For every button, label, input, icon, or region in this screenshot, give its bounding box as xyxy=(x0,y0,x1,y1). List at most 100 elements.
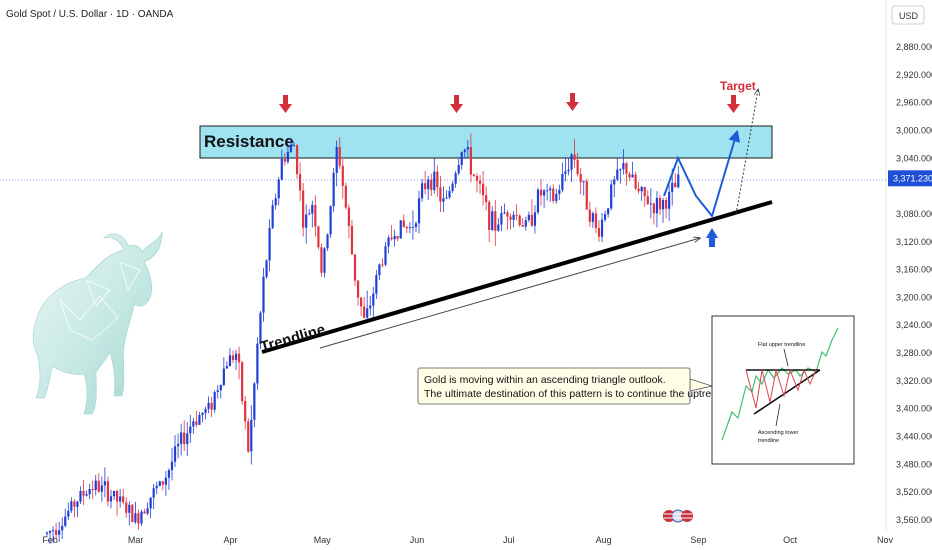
candle-down[interactable] xyxy=(472,174,476,176)
candle-up[interactable] xyxy=(555,193,558,201)
candle-up[interactable] xyxy=(640,187,643,192)
candle-up[interactable] xyxy=(192,421,195,427)
candle-down[interactable] xyxy=(585,181,588,210)
candle-up[interactable] xyxy=(70,501,73,511)
candle-up[interactable] xyxy=(277,179,280,199)
candle-down[interactable] xyxy=(298,174,302,191)
candle-up[interactable] xyxy=(280,159,283,180)
candle-down[interactable] xyxy=(347,207,350,227)
candle-up[interactable] xyxy=(558,190,561,194)
candle-down[interactable] xyxy=(515,214,518,216)
candle-up[interactable] xyxy=(119,496,122,502)
candle-up[interactable] xyxy=(332,172,335,207)
candle-down[interactable] xyxy=(588,209,591,222)
candle-up[interactable] xyxy=(176,444,180,447)
candle-up[interactable] xyxy=(591,213,594,222)
candle-up[interactable] xyxy=(305,214,308,228)
candle-down[interactable] xyxy=(478,180,482,184)
candle-down[interactable] xyxy=(353,254,357,281)
candle-up[interactable] xyxy=(140,511,143,524)
candle-down[interactable] xyxy=(320,247,323,273)
candle-up[interactable] xyxy=(323,248,326,273)
candle-up[interactable] xyxy=(567,169,570,172)
candle-up[interactable] xyxy=(454,173,457,184)
candle-up[interactable] xyxy=(216,390,219,392)
candle-down[interactable] xyxy=(125,502,128,513)
projection-path[interactable] xyxy=(663,129,741,219)
candle-up[interactable] xyxy=(393,236,396,240)
candle-up[interactable] xyxy=(228,355,232,367)
candle-up[interactable] xyxy=(311,205,314,214)
candle-up[interactable] xyxy=(109,496,113,502)
candle-down[interactable] xyxy=(396,236,399,239)
candle-up[interactable] xyxy=(198,414,201,425)
candle-down[interactable] xyxy=(521,225,524,227)
candle-up[interactable] xyxy=(677,174,680,188)
candle-up[interactable] xyxy=(262,276,265,313)
candle-up[interactable] xyxy=(457,165,460,174)
candle-down[interactable] xyxy=(97,480,100,492)
candle-down[interactable] xyxy=(91,489,94,491)
candle-down[interactable] xyxy=(317,226,320,248)
candle-up[interactable] xyxy=(250,419,253,452)
candle-down[interactable] xyxy=(106,481,110,502)
candle-up[interactable] xyxy=(384,246,387,265)
candle-down[interactable] xyxy=(131,504,134,523)
candle-up[interactable] xyxy=(186,433,189,445)
candle-up[interactable] xyxy=(67,510,70,517)
ascending-trendline[interactable] xyxy=(261,200,773,354)
candle-up[interactable] xyxy=(64,516,67,526)
symbol-title[interactable]: Gold Spot / U.S. Dollar · 1D · OANDA xyxy=(6,9,174,20)
candle-down[interactable] xyxy=(73,501,76,507)
candle-down[interactable] xyxy=(652,203,655,214)
candle-up[interactable] xyxy=(546,190,549,192)
candle-up[interactable] xyxy=(491,211,494,231)
candle-down[interactable] xyxy=(509,216,512,220)
candle-down[interactable] xyxy=(283,159,286,162)
candle-down[interactable] xyxy=(244,401,247,422)
candle-up[interactable] xyxy=(549,188,552,191)
candle-up[interactable] xyxy=(335,147,338,173)
candle-up[interactable] xyxy=(219,384,222,391)
candle-up[interactable] xyxy=(661,199,665,210)
candle-up[interactable] xyxy=(619,169,622,171)
candle-up[interactable] xyxy=(329,206,332,235)
candle-up[interactable] xyxy=(466,147,469,150)
candle-up[interactable] xyxy=(524,220,527,227)
candle-down[interactable] xyxy=(475,175,479,181)
candle-down[interactable] xyxy=(302,190,305,228)
candle-up[interactable] xyxy=(268,227,271,261)
candle-up[interactable] xyxy=(134,513,137,523)
candle-up[interactable] xyxy=(326,234,329,249)
candle-up[interactable] xyxy=(533,212,537,226)
candle-up[interactable] xyxy=(527,214,530,221)
candle-up[interactable] xyxy=(274,198,277,206)
candle-up[interactable] xyxy=(366,308,369,318)
candle-down[interactable] xyxy=(241,362,244,402)
candle-up[interactable] xyxy=(45,532,49,534)
candle-down[interactable] xyxy=(494,211,497,231)
candle-up[interactable] xyxy=(399,220,402,239)
candle-down[interactable] xyxy=(137,513,140,524)
candle-down[interactable] xyxy=(518,215,521,226)
candle-up[interactable] xyxy=(387,237,390,247)
candle-down[interactable] xyxy=(430,179,433,191)
candle-up[interactable] xyxy=(152,488,155,498)
candle-up[interactable] xyxy=(378,264,381,276)
candle-up[interactable] xyxy=(570,154,573,170)
candle-down[interactable] xyxy=(658,197,662,210)
candle-up[interactable] xyxy=(582,181,585,183)
candle-up[interactable] xyxy=(204,409,207,413)
candle-up[interactable] xyxy=(173,446,177,462)
candle-up[interactable] xyxy=(164,477,167,485)
candle-down[interactable] xyxy=(634,174,637,189)
candle-up[interactable] xyxy=(512,214,515,220)
candles[interactable] xyxy=(45,133,680,544)
candle-down[interactable] xyxy=(237,353,241,363)
candle-up[interactable] xyxy=(76,501,79,507)
candle-down[interactable] xyxy=(481,183,485,196)
candle-up[interactable] xyxy=(286,151,289,162)
candle-up[interactable] xyxy=(411,226,415,228)
candle-up[interactable] xyxy=(213,391,216,410)
